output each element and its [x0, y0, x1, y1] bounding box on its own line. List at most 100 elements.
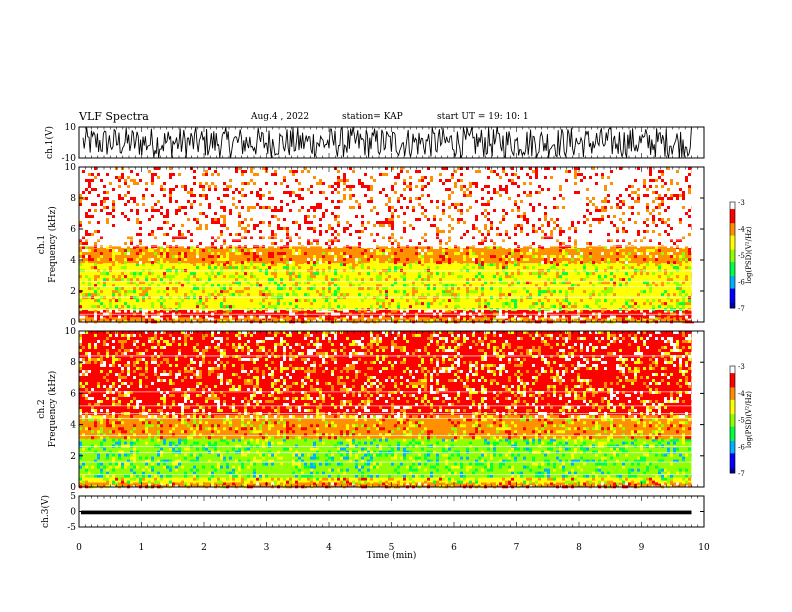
ch1-spectrogram-cell — [256, 287, 259, 291]
ch1-spectrogram-cell — [688, 191, 691, 194]
ch1-spectrogram-cell — [442, 309, 445, 313]
ch1-spectrogram-cell — [268, 293, 271, 297]
ch1-spectrogram-cell — [400, 170, 403, 173]
ch1-spectrogram-cell — [298, 233, 301, 236]
ch1-spectrogram-cell — [292, 203, 295, 206]
ch1-spectrogram-cell — [127, 317, 130, 321]
ch1-spectrogram-cell — [346, 233, 349, 236]
ch1-spectrogram-cell — [529, 305, 532, 309]
ch1-spectrogram-cell — [280, 206, 283, 209]
ch1-spectrogram-cell — [460, 261, 463, 265]
ch1-spectrogram-cell — [685, 266, 688, 270]
ch1-spectrogram-cell — [589, 230, 592, 233]
ch1-spectrogram-cell — [307, 293, 310, 297]
ch1-spectrogram-cell — [661, 221, 664, 224]
ch1-spectrogram-cell — [688, 317, 691, 321]
ch1-spectrogram-cell — [361, 230, 364, 233]
ch1-spectrogram-cell — [685, 212, 688, 215]
ch1-spectrogram-cell — [103, 290, 106, 294]
ch1-spectrogram-cell — [172, 275, 175, 279]
ch1-spectrogram-cell — [373, 239, 376, 242]
ch1-spectrogram-cell — [337, 185, 340, 188]
ch1-spectrogram-cell — [229, 167, 232, 170]
ch1-spectrogram-cell — [259, 236, 262, 239]
ch1-spectrogram-cell — [553, 185, 556, 188]
ch1-spectrogram-cell — [457, 293, 460, 297]
ch1-spectrogram-cell — [589, 197, 592, 200]
ch1-spectrogram-cell — [607, 261, 610, 265]
ch1-spectrogram-cell — [493, 317, 496, 321]
ch1-spectrogram-cell — [235, 167, 238, 170]
ch1-spectrogram-cell — [394, 317, 397, 321]
ch1-spectrogram-cell — [142, 293, 145, 297]
ch1-spectrogram-cell — [283, 221, 286, 224]
ch1-spectrogram-cell — [241, 206, 244, 209]
ch1-spectrogram-cell — [538, 227, 541, 230]
ch1-spectrogram-cell — [166, 275, 169, 279]
ch1-spectrogram-cell — [139, 299, 142, 303]
ch1-spectrogram-cell — [322, 215, 325, 218]
ch1-spectrogram-cell — [649, 255, 652, 259]
ch1-spectrogram-cell — [493, 246, 496, 250]
ch1-spectrogram-cell — [397, 302, 400, 306]
ch1-spectrogram-cell — [241, 173, 244, 176]
ch1-spectrogram-cell — [415, 170, 418, 173]
ch1-spectrogram-cell — [187, 278, 190, 282]
ch1-spectrogram-cell — [277, 299, 280, 303]
ch1-spectrogram-cell — [469, 246, 472, 250]
ch1-spectrogram-cell — [250, 299, 253, 303]
ch1-spectrogram-cell — [367, 258, 370, 262]
ch1-spectrogram-cell — [478, 224, 481, 227]
ch1-spectrogram-cell — [529, 272, 532, 276]
ch1-spectrogram-cell — [670, 255, 673, 259]
ch1-spectrogram-cell — [553, 200, 556, 203]
ch1-spectrogram-cell — [367, 266, 370, 270]
ch1-spectrogram-cell — [229, 197, 232, 200]
ch1-spectrogram-cell — [127, 167, 130, 170]
ch1-spectrogram-cell — [688, 258, 691, 262]
ch1-spectrogram-cell — [313, 239, 316, 242]
ch1-spectrogram-cell — [277, 284, 280, 288]
ch1-spectrogram-cell — [199, 249, 202, 253]
ch1-spectrogram-cell — [199, 299, 202, 303]
ch1-spectrogram-cell — [136, 258, 139, 262]
ch1-spectrogram-cell — [499, 203, 502, 206]
ch1-spectrogram-cell — [94, 173, 97, 176]
ch1-spectrogram-cell — [499, 290, 502, 294]
ch1-spectrogram-cell — [400, 224, 403, 227]
ch1-spectrogram-cell — [169, 218, 172, 221]
ch1-spectrogram-cell — [526, 188, 529, 191]
ch1-spectrogram-cell — [436, 317, 439, 321]
ch1-spectrogram-cell — [688, 227, 691, 230]
ch1-spectrogram-cell — [568, 302, 571, 306]
ch1-spectrogram-cell — [205, 176, 208, 179]
ch1-spectrogram-cell — [535, 317, 538, 321]
ch1-spectrogram-cell — [139, 266, 142, 270]
ch1-spectrogram-cell — [556, 299, 559, 303]
ch1-spectrogram-cell — [235, 255, 238, 259]
ch1-spectrogram-cell — [325, 182, 328, 185]
ch1-spectrogram-cell — [109, 258, 112, 262]
ch1-spectrogram-cell — [388, 206, 391, 209]
ch1-spectrogram-cell — [409, 263, 412, 267]
ch1-spectrogram-cell — [688, 173, 691, 176]
ch1-spectrogram-cell — [148, 293, 151, 297]
ch1-spectrogram-cell — [412, 206, 415, 209]
ch1-spectrogram-cell — [139, 227, 142, 230]
ch1-spectrogram-cell — [175, 233, 178, 236]
ch1-spectrogram-cell — [292, 305, 295, 309]
ch1-spectrogram-cell — [364, 263, 367, 267]
ch1-spectrogram-cell — [613, 200, 616, 203]
ch1-spectrogram-cell — [679, 167, 682, 170]
ch1-spectrogram-cell — [310, 176, 313, 179]
ch1-spectrogram-cell — [292, 290, 295, 294]
ch1-spectrogram-cell — [301, 173, 304, 176]
ch1-spectrogram-cell — [613, 167, 616, 170]
ch1-spectrogram-cell — [94, 203, 97, 206]
ch1-spectrogram-cell — [598, 293, 601, 297]
ch1-spectrogram-cell — [499, 309, 502, 313]
ch1-spectrogram-cell — [328, 305, 331, 309]
ch1-spectrogram-cell — [481, 309, 484, 313]
ch1-spectrogram-cell — [220, 266, 223, 270]
ch1-spectrogram-cell — [658, 191, 661, 194]
